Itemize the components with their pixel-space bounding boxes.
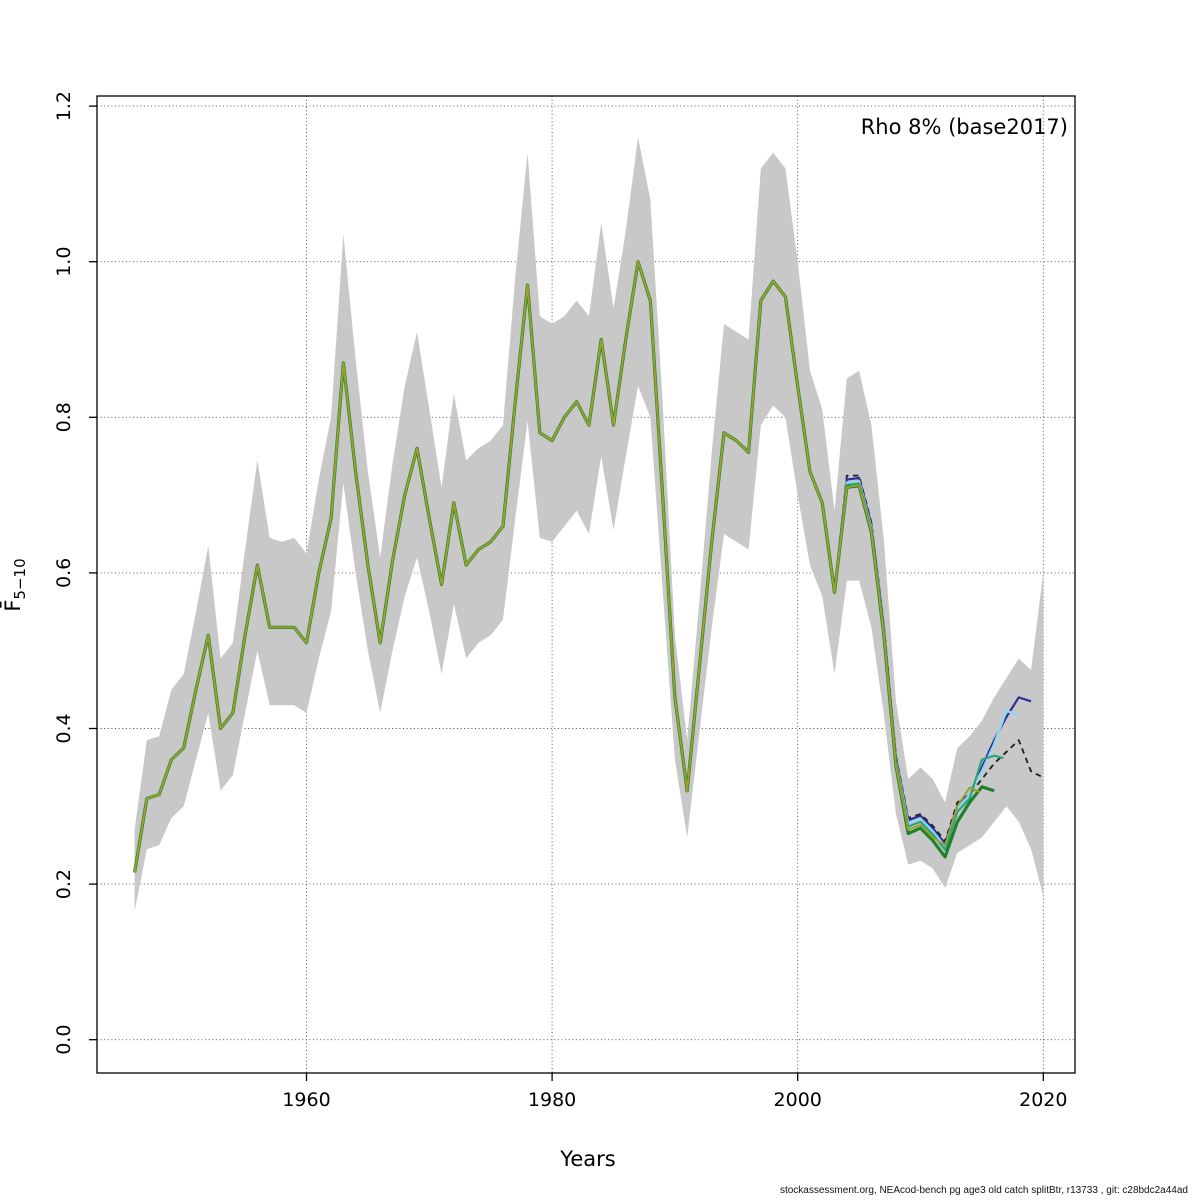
tick-label-layer: 1960 1980 2000 2020 0.0 0.2 0.4 0.6 0.8 1.0 1.2 (53, 91, 1067, 1111)
y-tick-label-1.2: 1.2 (53, 91, 75, 121)
y-tick-label-0.8: 0.8 (53, 402, 75, 432)
x-tick-label-1960: 1960 (282, 1089, 330, 1111)
confidence-band (134, 137, 1044, 912)
series-line-peel2014 (133, 260, 981, 873)
plot-border (96, 95, 1076, 1074)
y-axis-title: F̄5−10 (0, 558, 29, 611)
plot-annotation: Rho 8% (base2017) (861, 115, 1068, 139)
y-tick-label-1.0: 1.0 (53, 247, 75, 277)
y-tick-label-0.2: 0.2 (53, 869, 75, 899)
x-tick-label-2020: 2020 (1019, 1089, 1067, 1111)
footer-run-info: stockassessment.org, NEAcod-bench pg age… (780, 1185, 1188, 1196)
y-tick-label-0.6: 0.6 (53, 558, 75, 588)
x-axis-title: Years (559, 1147, 615, 1171)
y-tick-label-0.4: 0.4 (53, 713, 75, 743)
x-tick-label-1980: 1980 (528, 1089, 576, 1111)
y-axis-title-subscript: 5−10 (11, 558, 29, 599)
tick-layer (89, 105, 1044, 1081)
data-layer (133, 137, 1044, 912)
y-tick-label-0.0: 0.0 (53, 1025, 75, 1055)
x-tick-label-2000: 2000 (774, 1089, 822, 1111)
y-axis-title-fbar: F̄ (0, 600, 25, 612)
